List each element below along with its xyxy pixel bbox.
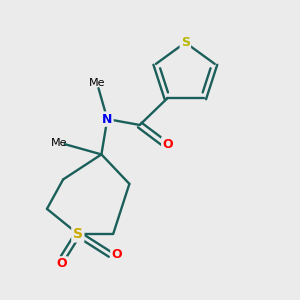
Text: Me: Me (51, 138, 68, 148)
Text: N: N (102, 112, 112, 126)
Text: S: S (73, 227, 83, 241)
Text: O: O (111, 248, 122, 261)
Text: O: O (56, 257, 67, 271)
Text: S: S (181, 36, 190, 49)
Text: O: O (162, 138, 173, 151)
Text: Me: Me (89, 78, 105, 88)
